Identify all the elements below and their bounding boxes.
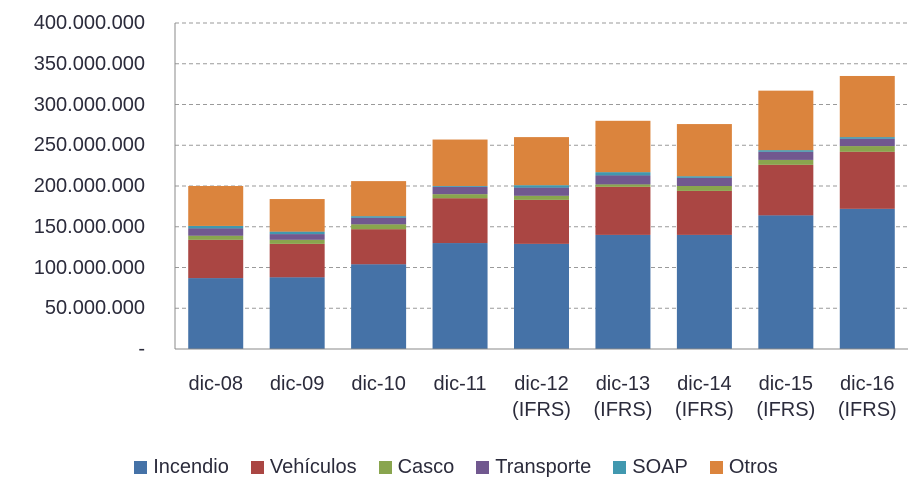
- bar-segment: [432, 186, 488, 195]
- x-tick-label: dic-13 (IFRS): [593, 373, 653, 421]
- legend-swatch: [613, 461, 627, 474]
- legend-swatch: [134, 461, 148, 474]
- bar-segment: [269, 239, 325, 244]
- x-tick-label: dic-10: [351, 373, 406, 395]
- bar-segment: [839, 75, 895, 138]
- legend-swatch: [476, 461, 490, 474]
- x-tick-label: dic-09: [269, 373, 325, 395]
- legend-item: SOAP: [613, 456, 688, 479]
- y-tick-label: 50.000.000: [44, 297, 145, 320]
- bar-segment: [839, 138, 895, 147]
- bar-segment: [758, 90, 814, 151]
- bar-segment: [432, 198, 488, 244]
- legend-label: Otros: [728, 456, 778, 478]
- bar-segment: [595, 120, 651, 173]
- x-tick-label: dic-11: [433, 373, 487, 395]
- bar-segment: [514, 243, 569, 349]
- bar-segment: [758, 150, 814, 152]
- x-tick-label: dic-08: [188, 373, 243, 395]
- bar-segment: [269, 277, 325, 349]
- legend: Incendio Vehículos Casco Transporte SOAP Otro…: [0, 456, 912, 479]
- bar-segment: [676, 177, 732, 186]
- bar-segment: [351, 264, 407, 349]
- y-tick-label: -: [138, 338, 145, 360]
- legend-item: Otros: [709, 456, 778, 479]
- bar-segment: [432, 194, 488, 199]
- legend-label: Casco: [397, 456, 455, 478]
- bar-segment: [514, 199, 569, 244]
- x-tick-label: dic-14 (IFRS): [674, 373, 734, 421]
- bar-segment: [676, 176, 732, 178]
- legend-item: Vehículos: [250, 456, 357, 479]
- bar-segment: [595, 175, 651, 185]
- bar-segment: [432, 243, 488, 349]
- bar-segment: [269, 199, 325, 232]
- bar-segment: [514, 137, 569, 186]
- legend-swatch: [250, 461, 264, 474]
- legend-item: Incendio: [134, 456, 229, 479]
- bar-segment: [676, 190, 732, 235]
- bar-segment: [351, 229, 407, 265]
- bar-segment: [595, 234, 651, 349]
- legend-label: Incendio: [153, 456, 229, 478]
- bar-segment: [839, 151, 895, 209]
- bar-segment: [839, 137, 895, 139]
- legend-swatch: [709, 461, 723, 474]
- y-tick-label: 150.000.000: [33, 215, 145, 238]
- bar-segment: [595, 184, 651, 187]
- bar-segment: [758, 215, 814, 349]
- bar-segment: [269, 231, 325, 235]
- bar-segment: [758, 151, 814, 160]
- bar-segment: [351, 224, 407, 230]
- bar-segment: [269, 243, 325, 278]
- legend-item: Transporte: [476, 456, 591, 479]
- bar-segment: [839, 208, 895, 349]
- bar-segment: [676, 234, 732, 349]
- y-tick-label: 400.000.000: [33, 12, 145, 34]
- x-tick-label: dic-15 (IFRS): [756, 373, 816, 421]
- bar-segment: [758, 164, 814, 216]
- legend-item: Casco: [378, 456, 455, 479]
- bar-segment: [188, 228, 244, 236]
- x-tick-label: dic-16 (IFRS): [837, 373, 897, 421]
- bar-segment: [188, 225, 244, 229]
- bar-segment: [188, 239, 244, 279]
- y-tick-label: 100.000.000: [33, 256, 145, 279]
- bar-segment: [758, 159, 814, 165]
- bar-segment: [269, 234, 325, 240]
- bar-segment: [351, 181, 407, 217]
- x-tick-label: dic-12 (IFRS): [512, 373, 571, 421]
- y-tick-label: 350.000.000: [33, 52, 145, 75]
- legend-label: Vehículos: [269, 456, 357, 478]
- bar-segment: [188, 235, 244, 240]
- bar-segment: [595, 172, 651, 176]
- bar-segment: [188, 186, 244, 226]
- bar-segment: [432, 186, 488, 187]
- bar-segment: [514, 195, 569, 200]
- legend-label: Transporte: [495, 456, 592, 478]
- bar-segment: [676, 124, 732, 177]
- bar-segment: [839, 146, 895, 152]
- bar-segment: [514, 185, 569, 188]
- bar-segment: [676, 186, 732, 191]
- bar-segment: [351, 217, 407, 225]
- bar-segment: [432, 139, 488, 186]
- bar-segment: [351, 216, 407, 218]
- bar-segment: [188, 278, 244, 349]
- legend-swatch: [378, 461, 392, 474]
- y-tick-label: 300.000.000: [33, 93, 145, 116]
- bar-segment: [595, 186, 651, 235]
- y-tick-label: 250.000.000: [33, 134, 145, 157]
- legend-label: SOAP: [632, 456, 688, 478]
- y-tick-label: 200.000.000: [33, 175, 145, 197]
- bar-segment: [514, 187, 569, 196]
